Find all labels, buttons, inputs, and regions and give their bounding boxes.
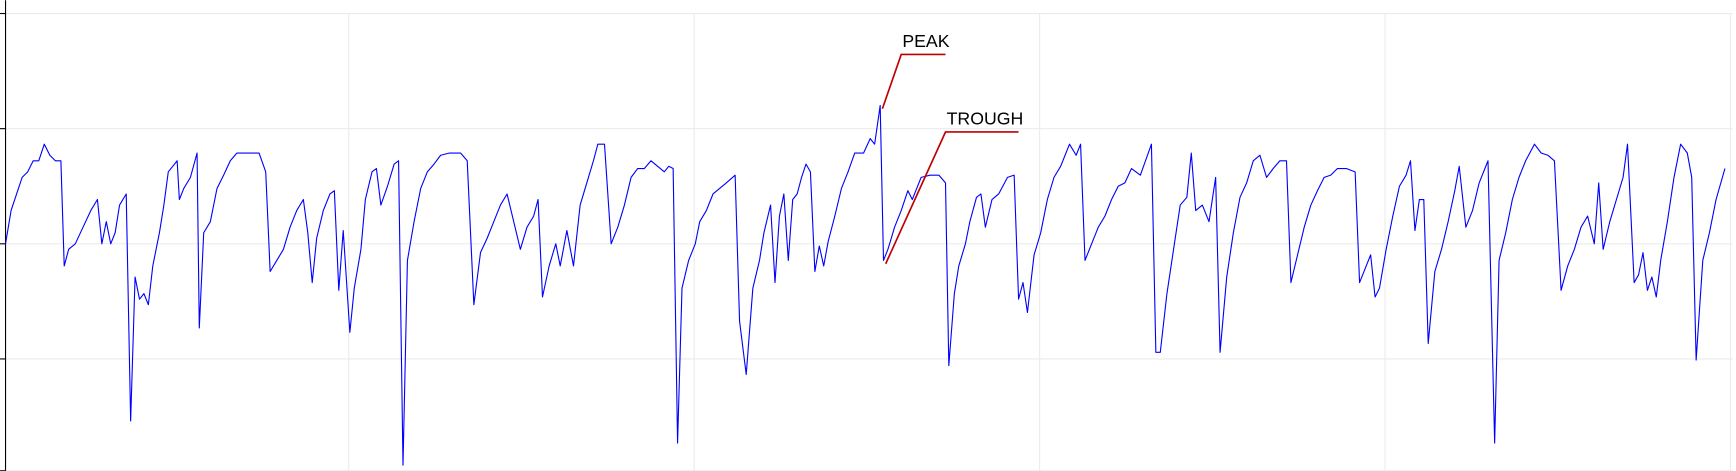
annotation-text: TROUGH	[947, 108, 1024, 128]
data-line	[4, 104, 1726, 466]
annotation-leader	[884, 131, 1019, 265]
annotation-leader	[881, 53, 946, 110]
annotation-text: PEAK	[902, 31, 949, 51]
